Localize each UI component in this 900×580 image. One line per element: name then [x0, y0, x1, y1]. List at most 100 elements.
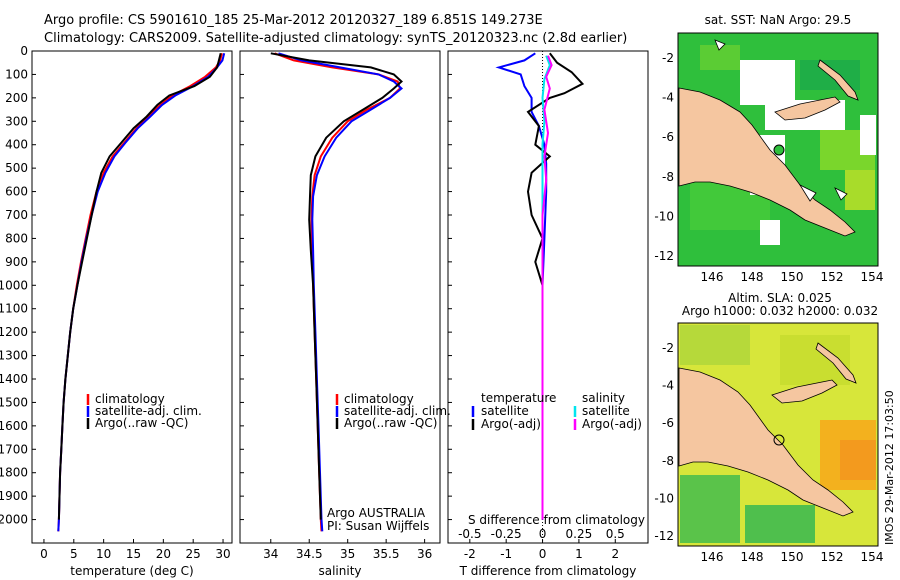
y-tick-label: 1500 — [0, 395, 28, 409]
x-tick-label: 0 — [539, 547, 547, 561]
sst-map-title: sat. SST: NaN Argo: 29.5 — [705, 13, 852, 27]
y-tick-label: 1700 — [0, 442, 28, 456]
x-tick-label: -1 — [500, 547, 512, 561]
sst-y-tick-label: -12 — [654, 249, 674, 263]
sla-y-tick-label: -10 — [654, 491, 674, 505]
x-tick-label: 0 — [40, 547, 48, 561]
y-tick-label: 1800 — [0, 466, 28, 480]
legend-label-temp-satellite: satellite — [481, 404, 529, 418]
y-tick-label: 100 — [5, 67, 28, 81]
y-tick-label: 600 — [5, 185, 28, 199]
x-tick-label: 34 — [263, 547, 278, 561]
new-britain-land — [771, 379, 838, 404]
sst-x-tick-label: 152 — [821, 270, 844, 284]
annotation-pi: PI: Susan Wijffels — [327, 519, 429, 533]
x-tick-label: 15 — [126, 547, 141, 561]
y-tick-label: 800 — [5, 231, 28, 245]
y-tick-label: 1200 — [0, 325, 28, 339]
sla-y-tick-label: -4 — [662, 379, 674, 393]
sla-x-tick-label: 150 — [781, 550, 804, 564]
sla-field-patch — [680, 325, 750, 365]
new-ireland-land — [815, 342, 857, 384]
island-outline — [714, 39, 848, 202]
header-line-1: Argo profile: CS 5901610_185 25-Mar-2012… — [44, 13, 543, 28]
sla-map-title-2: Argo h1000: 0.032 h2000: 0.032 — [682, 304, 878, 318]
difference-xlabel: T difference from climatology — [459, 564, 637, 578]
s-tick-label: 0.5 — [606, 527, 625, 541]
imos-timestamp: IMOS 29-Mar-2012 17:03:50 — [883, 390, 896, 545]
x-tick-label: 35.5 — [373, 547, 400, 561]
sla-field-patch — [840, 440, 876, 480]
sst-x-tick-label: 146 — [701, 270, 724, 284]
new-britain-land — [774, 96, 841, 121]
y-tick-label: 400 — [5, 138, 28, 152]
temperature-series-argo-raw-qc- — [57, 53, 222, 520]
y-tick-label: 0 — [20, 44, 28, 58]
difference-legend: temperature satellite Argo(-adj) salinit… — [468, 391, 645, 527]
x-tick-label: 5 — [70, 547, 78, 561]
sla-x-tick-label: 146 — [701, 550, 724, 564]
sst-field-patch — [845, 170, 875, 210]
sla-y-tick-label: -6 — [662, 416, 674, 430]
x-tick-label: 10 — [96, 547, 111, 561]
legend-label-climatology: climatology — [95, 392, 165, 406]
legend-label-satellite: satellite-adj. clim. — [344, 404, 451, 418]
sla-x-tick-label: 148 — [741, 550, 764, 564]
sst-y-tick-label: -10 — [654, 209, 674, 223]
s-difference-label: S difference from climatology — [468, 513, 645, 527]
sla-field-patch — [745, 505, 815, 543]
sla-field-patch — [680, 475, 740, 543]
sla-map — [677, 322, 879, 547]
y-tick-label: 1300 — [0, 349, 28, 363]
x-tick-label: 20 — [156, 547, 171, 561]
y-tick-label: 1000 — [0, 278, 28, 292]
sla-y-tick-label: -2 — [662, 341, 674, 355]
legend-label-satellite: satellite-adj. clim. — [95, 404, 202, 418]
temperature-panel — [31, 50, 233, 544]
legend-label-sal-argo: Argo(-adj) — [582, 417, 642, 431]
sst-y-tick-label: -4 — [662, 91, 674, 105]
new-guinea-land — [678, 367, 854, 517]
difference-series-salinity-argo-adj- — [541, 55, 553, 520]
y-tick-label: 1900 — [0, 489, 28, 503]
x-tick-label: 25 — [186, 547, 201, 561]
sst-y-tick-label: -8 — [662, 170, 674, 184]
s-tick-label: 0 — [539, 527, 547, 541]
legend-heading-salinity: salinity — [582, 391, 625, 405]
y-tick-label: 2000 — [0, 513, 28, 527]
sla-x-tick-label: 154 — [861, 550, 884, 564]
sst-x-tick-label: 150 — [781, 270, 804, 284]
x-tick-label: 36 — [417, 547, 432, 561]
x-tick-label: 34.5 — [296, 547, 323, 561]
argo-float-position — [773, 434, 785, 446]
y-tick-label: 900 — [5, 255, 28, 269]
y-tick-label: 1400 — [0, 372, 28, 386]
salinity-series-argo-raw-qc- — [270, 52, 403, 520]
legend-heading-temperature: temperature — [481, 391, 556, 405]
s-tick-label: 0.25 — [566, 527, 593, 541]
new-ireland-land — [817, 59, 859, 101]
legend-label-argo: Argo(..raw -QC) — [344, 416, 437, 430]
sst-y-tick-label: -6 — [662, 130, 674, 144]
salinity-legend: climatology satellite-adj. clim. Argo(..… — [327, 392, 451, 533]
legend-label-temp-argo: Argo(-adj) — [481, 417, 541, 431]
y-tick-label: 300 — [5, 114, 28, 128]
sst-x-tick-label: 154 — [861, 270, 884, 284]
sst-cloud-mask — [760, 220, 780, 245]
s-tick-label: -0.5 — [458, 527, 481, 541]
sla-map-title-1: Altim. SLA: 0.025 — [728, 291, 832, 305]
temperature-xlabel: temperature (deg C) — [70, 564, 193, 578]
header-line-2: Climatology: CARS2009. Satellite-adjuste… — [44, 31, 627, 46]
sst-map — [677, 32, 879, 267]
s-tick-label: -0.25 — [491, 527, 522, 541]
legend-label-argo: Argo(..raw -QC) — [95, 416, 188, 430]
x-tick-label: -2 — [464, 547, 476, 561]
legend-label-climatology: climatology — [344, 392, 414, 406]
x-tick-label: 35 — [340, 547, 355, 561]
y-tick-label: 200 — [5, 91, 28, 105]
y-tick-label: 1600 — [0, 419, 28, 433]
sst-cloud-mask — [740, 60, 795, 105]
temperature-legend: climatology satellite-adj. clim. Argo(..… — [86, 392, 202, 430]
x-tick-label: 1 — [575, 547, 583, 561]
